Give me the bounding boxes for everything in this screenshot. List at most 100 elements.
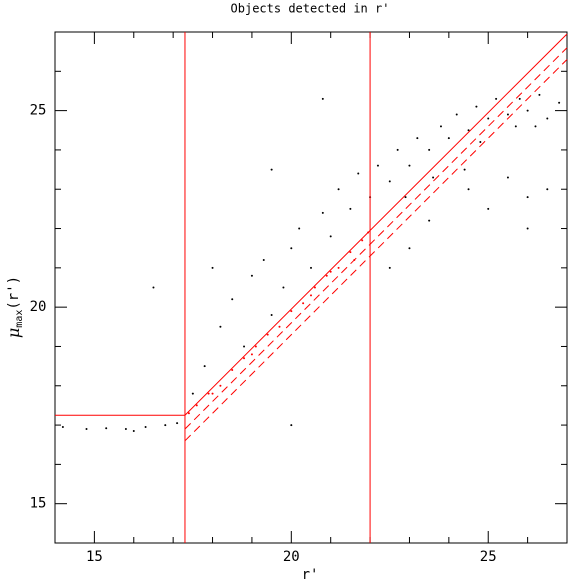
point bbox=[479, 141, 482, 144]
point bbox=[270, 314, 273, 317]
point bbox=[124, 428, 127, 431]
y-label-symbol: μ bbox=[4, 328, 23, 338]
point bbox=[357, 172, 360, 175]
point bbox=[447, 137, 450, 140]
point bbox=[388, 180, 391, 183]
point bbox=[321, 211, 324, 214]
point bbox=[428, 148, 431, 151]
point bbox=[310, 266, 312, 269]
point bbox=[558, 101, 561, 104]
point bbox=[408, 247, 411, 250]
reference-line bbox=[55, 33, 568, 416]
point bbox=[534, 125, 537, 128]
point bbox=[211, 266, 214, 269]
point bbox=[310, 294, 312, 297]
point bbox=[467, 188, 470, 191]
point bbox=[467, 129, 470, 132]
x-axis-label: r' bbox=[302, 567, 319, 583]
plot-frame bbox=[54, 31, 568, 544]
y-tick-label: 25 bbox=[30, 103, 47, 119]
point bbox=[495, 97, 498, 100]
point bbox=[282, 286, 285, 289]
point bbox=[203, 365, 206, 368]
point bbox=[526, 196, 529, 199]
point bbox=[290, 247, 293, 250]
point bbox=[432, 176, 435, 179]
point bbox=[388, 266, 391, 269]
point bbox=[518, 97, 521, 100]
point bbox=[463, 168, 466, 171]
point bbox=[85, 428, 88, 431]
point bbox=[207, 392, 210, 395]
point bbox=[487, 117, 490, 120]
y-tick-label: 20 bbox=[30, 299, 47, 315]
point bbox=[231, 298, 234, 301]
point bbox=[487, 207, 490, 210]
point bbox=[298, 227, 301, 230]
point bbox=[546, 117, 549, 120]
point bbox=[526, 109, 529, 112]
point bbox=[396, 148, 399, 151]
point bbox=[61, 426, 64, 429]
point bbox=[475, 105, 478, 108]
point bbox=[404, 196, 407, 199]
point bbox=[266, 333, 269, 336]
point bbox=[428, 219, 431, 222]
point bbox=[416, 137, 419, 140]
point bbox=[278, 325, 281, 328]
point bbox=[191, 392, 194, 395]
point bbox=[195, 404, 198, 407]
point bbox=[132, 429, 135, 432]
point bbox=[325, 274, 328, 277]
y-tick-label: 15 bbox=[30, 496, 47, 512]
point bbox=[231, 369, 234, 372]
point bbox=[329, 235, 332, 238]
point bbox=[262, 258, 265, 261]
point bbox=[290, 424, 293, 427]
point bbox=[337, 188, 340, 191]
point bbox=[455, 113, 458, 116]
point bbox=[219, 384, 222, 387]
point bbox=[270, 168, 273, 171]
point bbox=[164, 424, 167, 427]
y-label-rest: (r') bbox=[6, 276, 22, 310]
point bbox=[176, 422, 179, 425]
point bbox=[313, 286, 316, 289]
x-tick-label: 25 bbox=[480, 549, 497, 565]
point bbox=[538, 93, 541, 96]
point bbox=[506, 176, 509, 179]
point bbox=[250, 353, 253, 356]
chart-title: Objects detected in r' bbox=[231, 2, 390, 16]
point bbox=[290, 310, 293, 313]
point bbox=[105, 427, 108, 430]
point bbox=[514, 125, 517, 128]
y-label-sub: max bbox=[14, 310, 25, 328]
point bbox=[187, 412, 190, 415]
point bbox=[211, 392, 214, 395]
point bbox=[152, 286, 155, 289]
point bbox=[506, 113, 509, 116]
point bbox=[321, 97, 324, 100]
point bbox=[219, 325, 222, 328]
point bbox=[243, 357, 246, 360]
point bbox=[349, 251, 352, 254]
point bbox=[349, 207, 352, 210]
point bbox=[526, 227, 529, 230]
point bbox=[243, 345, 246, 348]
x-tick-label: 20 bbox=[283, 549, 300, 565]
point bbox=[250, 274, 253, 277]
point bbox=[408, 164, 411, 167]
point bbox=[337, 266, 340, 269]
point bbox=[376, 164, 379, 167]
reference-line bbox=[184, 47, 568, 430]
reference-line bbox=[184, 59, 568, 442]
point bbox=[439, 125, 442, 128]
point bbox=[361, 239, 364, 242]
x-tick-label: 15 bbox=[86, 549, 103, 565]
y-axis-label: μmax(r') bbox=[4, 276, 26, 338]
point bbox=[329, 270, 332, 273]
point bbox=[254, 345, 257, 348]
point bbox=[144, 426, 147, 429]
point bbox=[302, 302, 305, 305]
